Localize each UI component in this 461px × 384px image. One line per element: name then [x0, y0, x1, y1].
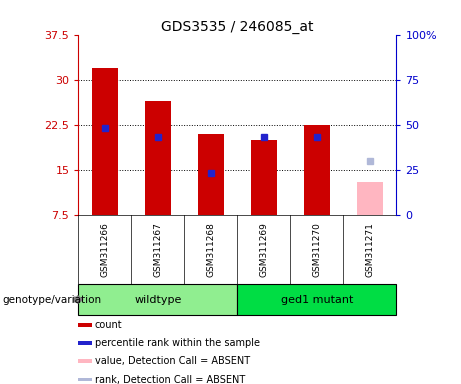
Title: GDS3535 / 246085_at: GDS3535 / 246085_at — [161, 20, 313, 33]
Text: GSM311268: GSM311268 — [207, 222, 215, 277]
Text: GSM311270: GSM311270 — [313, 222, 321, 277]
Text: rank, Detection Call = ABSENT: rank, Detection Call = ABSENT — [95, 374, 245, 384]
Bar — [198, 134, 224, 215]
Text: ged1 mutant: ged1 mutant — [281, 295, 353, 305]
Bar — [304, 125, 330, 215]
Bar — [251, 140, 277, 215]
Bar — [78, 359, 92, 363]
Bar — [78, 323, 92, 327]
Text: percentile rank within the sample: percentile rank within the sample — [95, 338, 260, 348]
Text: wildtype: wildtype — [134, 295, 182, 305]
Bar — [237, 284, 396, 315]
Text: GSM311269: GSM311269 — [260, 222, 268, 277]
Text: GSM311267: GSM311267 — [154, 222, 162, 277]
Bar — [78, 377, 92, 381]
Text: genotype/variation: genotype/variation — [2, 295, 101, 305]
Text: GSM311266: GSM311266 — [100, 222, 109, 277]
Text: count: count — [95, 319, 123, 330]
Text: GSM311271: GSM311271 — [366, 222, 374, 277]
Bar — [78, 284, 237, 315]
Bar — [92, 68, 118, 215]
Bar — [357, 182, 383, 215]
Text: value, Detection Call = ABSENT: value, Detection Call = ABSENT — [95, 356, 250, 366]
Bar — [145, 101, 171, 215]
Bar — [78, 341, 92, 345]
